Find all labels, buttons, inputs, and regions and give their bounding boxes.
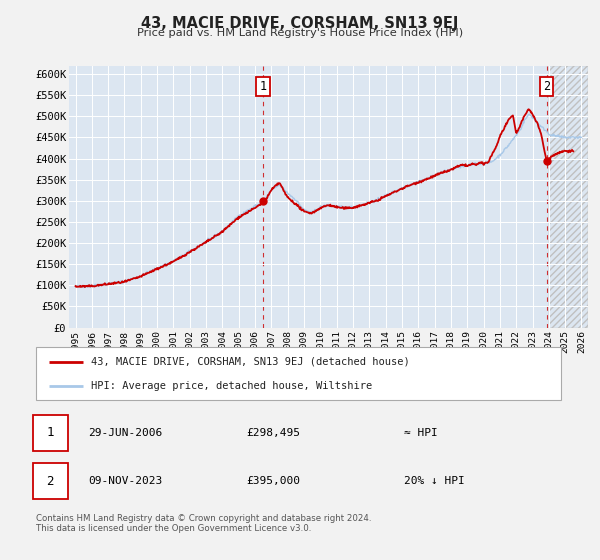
FancyBboxPatch shape <box>34 463 67 500</box>
Text: 2: 2 <box>543 80 550 93</box>
Text: 1: 1 <box>259 80 266 93</box>
Text: 43, MACIE DRIVE, CORSHAM, SN13 9EJ (detached house): 43, MACIE DRIVE, CORSHAM, SN13 9EJ (deta… <box>91 357 410 367</box>
Text: ≈ HPI: ≈ HPI <box>404 428 437 438</box>
Text: HPI: Average price, detached house, Wiltshire: HPI: Average price, detached house, Wilt… <box>91 381 373 391</box>
Text: 20% ↓ HPI: 20% ↓ HPI <box>404 477 464 486</box>
Text: 2: 2 <box>46 475 54 488</box>
Text: Price paid vs. HM Land Registry's House Price Index (HPI): Price paid vs. HM Land Registry's House … <box>137 28 463 38</box>
Text: 43, MACIE DRIVE, CORSHAM, SN13 9EJ: 43, MACIE DRIVE, CORSHAM, SN13 9EJ <box>142 16 458 31</box>
Text: 29-JUN-2006: 29-JUN-2006 <box>89 428 163 438</box>
FancyBboxPatch shape <box>36 347 561 400</box>
FancyBboxPatch shape <box>34 414 67 451</box>
Text: £395,000: £395,000 <box>246 477 300 486</box>
Text: 1: 1 <box>46 426 54 439</box>
Text: £298,495: £298,495 <box>246 428 300 438</box>
Text: 09-NOV-2023: 09-NOV-2023 <box>89 477 163 486</box>
Text: Contains HM Land Registry data © Crown copyright and database right 2024.
This d: Contains HM Land Registry data © Crown c… <box>36 514 371 533</box>
